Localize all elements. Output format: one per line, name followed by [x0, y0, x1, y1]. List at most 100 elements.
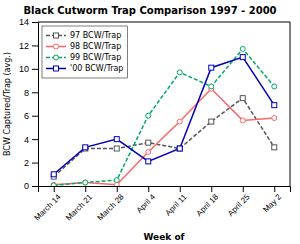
- point: [177, 146, 182, 151]
- tick-mark: [54, 186, 55, 192]
- series-layer: [51, 46, 277, 186]
- tick-label: April 4: [135, 192, 158, 215]
- y-axis: 0 2 4 6 8 10 12 14: [19, 17, 39, 191]
- tick: 12: [19, 41, 38, 51]
- point: [272, 84, 277, 89]
- tick-label: 4: [24, 135, 29, 145]
- legend-label: '00 BCW/Trap: [70, 64, 123, 73]
- point: [83, 180, 88, 185]
- point: [51, 172, 56, 177]
- point: [114, 137, 119, 142]
- x-axis: March 14March 21March 28April 4April 11A…: [33, 186, 291, 222]
- point: [146, 113, 151, 118]
- legend-entry: '00 BCW/Trap: [46, 64, 123, 73]
- legend-box: [42, 26, 127, 78]
- tick-label: March 14: [33, 192, 63, 222]
- tick-label: 6: [24, 111, 29, 121]
- axis-line: [39, 187, 291, 193]
- tick: 6: [24, 111, 38, 121]
- tick-mark: [211, 186, 212, 192]
- point: [240, 55, 245, 60]
- tick-label: May 2: [261, 192, 283, 214]
- tick-mark: [32, 45, 38, 46]
- chart: 0 2 4 6 8 10 12 14 March 14March 21March 28 April…: [0, 0, 300, 244]
- tick-mark: [32, 92, 38, 93]
- tick-mark: [180, 186, 181, 192]
- point: [177, 70, 182, 75]
- tick: March 21: [64, 186, 94, 222]
- tick-mark: [274, 186, 275, 192]
- legend-entry: 97 BCW/Trap: [46, 31, 121, 40]
- x-axis-title: Week of: [143, 232, 184, 242]
- tick: March 14: [33, 186, 63, 222]
- tick-label: 14: [19, 17, 29, 27]
- point: [240, 96, 245, 101]
- tick-mark: [32, 116, 38, 117]
- tick-mark: [243, 186, 244, 192]
- frame: [38, 22, 290, 23]
- series: [51, 46, 277, 186]
- tick-mark: [148, 186, 149, 192]
- legend-marker: [54, 55, 59, 60]
- point: [146, 150, 151, 155]
- tick-label: 2: [24, 158, 29, 168]
- legend-label: 98 BCW/Trap: [70, 42, 121, 51]
- tick-mark: [32, 69, 38, 70]
- title: Black Cutworm Trap Comparison 1997 - 200…: [23, 5, 276, 16]
- tick: 4: [24, 135, 38, 145]
- tick-mark: [85, 186, 86, 192]
- tick: April 11: [163, 186, 189, 218]
- tick: 0: [24, 181, 38, 191]
- point: [240, 46, 245, 51]
- point: [177, 119, 182, 124]
- tick: 8: [24, 88, 38, 98]
- line: [54, 89, 275, 185]
- point: [146, 159, 151, 164]
- tick: April 4: [135, 186, 158, 215]
- tick-label: 8: [24, 88, 29, 98]
- tick-mark: [117, 186, 118, 192]
- tick-label: 10: [19, 64, 29, 74]
- point: [51, 182, 56, 186]
- point: [83, 180, 88, 185]
- tick: April 18: [195, 186, 221, 218]
- tick-mark: [32, 186, 38, 187]
- frame: [290, 22, 291, 186]
- point: [272, 145, 277, 150]
- tick-mark: [32, 22, 38, 23]
- point: [272, 116, 277, 121]
- legend: 97 BCW/Trap 98 BCW/Trap 99 BCW/Trap '00 BCW…: [42, 26, 127, 78]
- axis-line: [32, 23, 39, 187]
- legend-marker: [54, 44, 59, 49]
- series: [51, 86, 277, 186]
- y-axis-title: BCW Captured/Trap (avg.): [3, 52, 12, 156]
- point: [272, 103, 277, 108]
- tick-mark: [32, 139, 38, 140]
- point: [114, 146, 119, 151]
- legend-marker: [54, 66, 59, 71]
- tick-label: April 25: [226, 192, 252, 218]
- point: [83, 145, 88, 150]
- legend-entry: 99 BCW/Trap: [46, 53, 121, 62]
- line: [54, 49, 275, 185]
- tick-label: 0: [24, 181, 29, 191]
- tick-mark: [32, 163, 38, 164]
- tick: May 2: [261, 186, 283, 214]
- point: [146, 140, 151, 145]
- tick-label: April 11: [163, 192, 189, 218]
- tick-label: April 18: [195, 192, 221, 218]
- tick-label: 12: [19, 41, 29, 51]
- tick: March 28: [96, 186, 126, 222]
- tick: 10: [19, 64, 38, 74]
- legend-label: 99 BCW/Trap: [70, 53, 121, 62]
- legend-marker: [54, 33, 59, 38]
- tick-label: March 28: [96, 192, 126, 222]
- point: [114, 178, 119, 183]
- plot-area: 0 2 4 6 8 10 12 14 March 14March 21March 28 April…: [19, 17, 291, 222]
- point: [51, 183, 56, 186]
- point: [209, 65, 214, 70]
- point: [240, 118, 245, 123]
- legend-label: 97 BCW/Trap: [70, 31, 121, 40]
- tick: April 25: [226, 186, 252, 218]
- point: [209, 84, 214, 89]
